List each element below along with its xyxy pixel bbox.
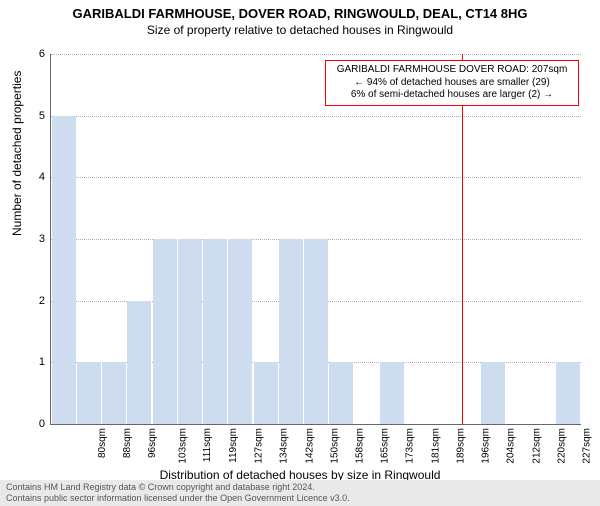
bar <box>279 239 303 424</box>
bar <box>329 362 353 424</box>
bar <box>77 362 101 424</box>
footer-attribution: Contains HM Land Registry data © Crown c… <box>0 480 600 506</box>
bar <box>178 239 202 424</box>
ytick-label: 2 <box>39 295 45 307</box>
xtick-label: 196sqm <box>481 428 492 464</box>
y-axis-label: Number of detached properties <box>10 71 24 236</box>
ytick-label: 4 <box>39 171 45 183</box>
footer-line-1: Contains HM Land Registry data © Crown c… <box>6 482 594 493</box>
xtick-label: 189sqm <box>456 428 467 464</box>
marker-line <box>462 54 463 424</box>
ytick-label: 0 <box>39 418 45 430</box>
annotation-box: GARIBALDI FARMHOUSE DOVER ROAD: 207sqm← … <box>325 60 579 106</box>
bar <box>380 362 404 424</box>
xtick-label: 96sqm <box>147 428 158 458</box>
chart-area: 012345680sqm88sqm96sqm103sqm111sqm119sqm… <box>50 54 580 424</box>
gridline <box>51 116 581 117</box>
bar <box>102 362 126 424</box>
bar <box>203 239 227 424</box>
xtick-label: 119sqm <box>228 428 239 463</box>
xtick-label: 127sqm <box>254 428 265 464</box>
xtick-label: 80sqm <box>97 428 108 458</box>
annotation-line: GARIBALDI FARMHOUSE DOVER ROAD: 207sqm <box>331 64 573 77</box>
xtick-label: 142sqm <box>304 428 315 464</box>
xtick-label: 158sqm <box>355 428 366 464</box>
ytick-label: 6 <box>39 48 45 60</box>
xtick-label: 134sqm <box>279 428 290 464</box>
xtick-label: 88sqm <box>122 428 133 458</box>
xtick-label: 181sqm <box>430 428 441 464</box>
bar <box>304 239 328 424</box>
chart-title-sub: Size of property relative to detached ho… <box>0 23 600 37</box>
xtick-label: 103sqm <box>178 428 189 464</box>
xtick-label: 150sqm <box>329 428 340 464</box>
bar <box>153 239 177 424</box>
gridline <box>51 177 581 178</box>
bar <box>127 301 151 424</box>
chart-title-main: GARIBALDI FARMHOUSE, DOVER ROAD, RINGWOU… <box>0 6 600 21</box>
bar <box>254 362 278 424</box>
bar <box>52 116 76 424</box>
bar <box>556 362 580 424</box>
footer-line-2: Contains public sector information licen… <box>6 493 594 504</box>
gridline <box>51 54 581 55</box>
xtick-label: 111sqm <box>202 428 213 462</box>
ytick-label: 5 <box>39 110 45 122</box>
annotation-line: ← 94% of detached houses are smaller (29… <box>331 77 573 90</box>
bar <box>481 362 505 424</box>
xtick-label: 212sqm <box>531 428 542 464</box>
xtick-label: 165sqm <box>380 428 391 464</box>
xtick-label: 173sqm <box>405 428 416 464</box>
ytick-label: 3 <box>39 233 45 245</box>
annotation-line: 6% of semi-detached houses are larger (2… <box>331 89 573 102</box>
xtick-label: 220sqm <box>556 428 567 464</box>
xtick-label: 204sqm <box>506 428 517 464</box>
xtick-label: 227sqm <box>582 428 593 464</box>
bar <box>228 239 252 424</box>
plot-area: 012345680sqm88sqm96sqm103sqm111sqm119sqm… <box>50 54 581 425</box>
ytick-label: 1 <box>39 356 45 368</box>
